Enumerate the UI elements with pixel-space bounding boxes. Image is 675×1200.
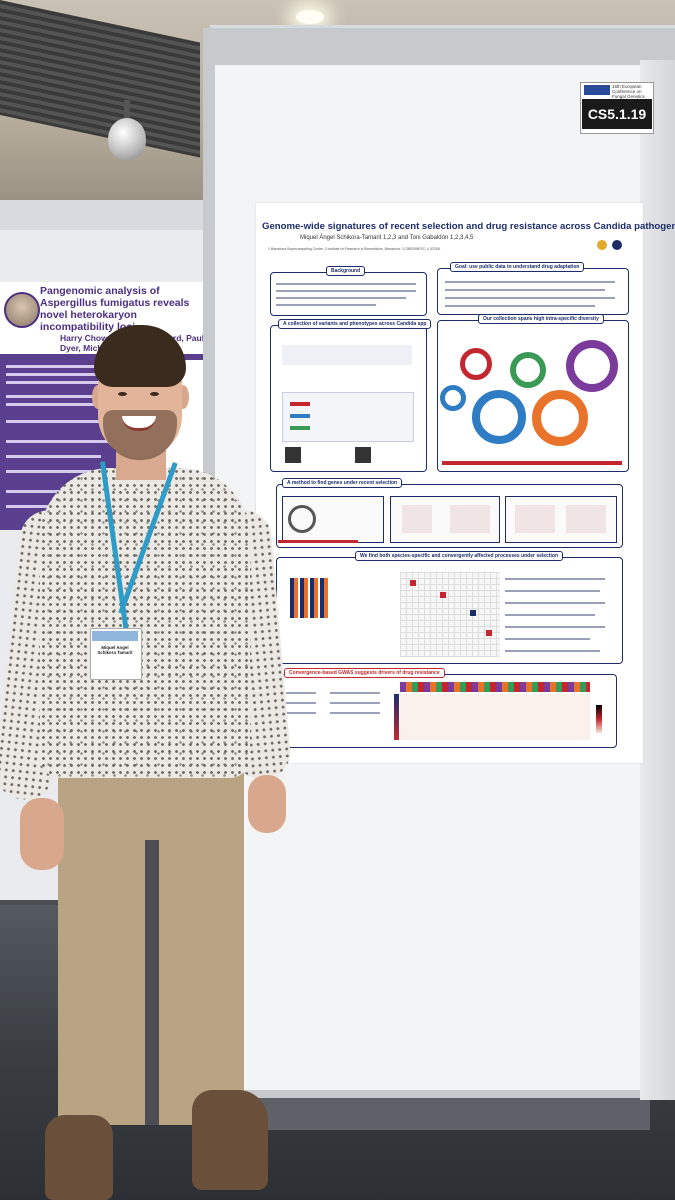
text-line (505, 578, 605, 580)
go-heatmap (400, 572, 500, 657)
left-poster-text-line (6, 440, 126, 443)
left-poster-text-line (6, 455, 101, 458)
diversity-ring (440, 385, 466, 411)
variant-mark (290, 402, 310, 406)
panel-background-label: Background (326, 266, 366, 276)
method-plot (450, 505, 490, 533)
panel-goal (437, 268, 629, 315)
panel-convergent-label: We find both species-specific and conver… (355, 551, 564, 561)
left-poster-avatar (4, 292, 40, 328)
right-eye (150, 392, 159, 396)
gwas-header-strip (400, 682, 590, 692)
left-shoe (45, 1115, 113, 1200)
heatmap-cell (440, 592, 446, 598)
method-legend (278, 540, 358, 543)
text-line (286, 712, 316, 714)
heatmap-cell (486, 630, 492, 636)
conference-logo (584, 85, 610, 95)
left-poster-text-line (6, 470, 124, 473)
right-shoe (192, 1090, 268, 1190)
poster-board-edge (640, 60, 675, 1100)
lamp-stem (124, 100, 130, 120)
orthogroup-matrix (290, 578, 330, 618)
text-line (276, 290, 416, 292)
left-poster-title: Pangenomic analysis of Aspergillus fumig… (40, 285, 190, 333)
institute-logo (612, 240, 622, 250)
name-badge-header (92, 631, 138, 641)
diversity-ring (472, 390, 526, 444)
variant-mark (290, 414, 310, 418)
text-line (276, 297, 406, 299)
text-line (276, 304, 376, 306)
institute-logo (597, 240, 607, 250)
panel-method-label: A method to find genes under recent sele… (282, 478, 403, 488)
diversity-ring (566, 340, 618, 392)
text-line (505, 590, 600, 592)
text-line (505, 650, 600, 652)
qr-code (285, 447, 301, 463)
booth-code: CS5.1.19 (582, 99, 652, 129)
right-hand (248, 775, 286, 833)
text-line (286, 692, 316, 694)
left-poster-text-line (6, 365, 126, 368)
method-plot (515, 505, 555, 533)
left-poster-text-line (6, 373, 116, 376)
text-line (505, 602, 605, 604)
diversity-ring (510, 352, 546, 388)
method-circle (288, 505, 316, 533)
booth-sign-text: 16th European Conference on Fungal Genet… (612, 84, 645, 99)
person-shirt (40, 468, 250, 778)
text-line (445, 289, 605, 291)
text-line (330, 692, 380, 694)
variant-mark (290, 426, 310, 430)
trouser-leg-gap (145, 840, 159, 1125)
poster-authors: Miquel Àngel Schikora-Tamarit 1,2,3 and … (300, 235, 474, 241)
poster-title: Genome-wide signatures of recent selecti… (262, 221, 675, 232)
qr-code (355, 447, 371, 463)
ceiling-lamp (108, 118, 146, 160)
text-line (445, 305, 595, 307)
diversity-ring (460, 348, 492, 380)
text-line (505, 626, 605, 628)
panel-variants-label: A collection of variants and phenotypes … (278, 319, 432, 329)
gwas-heatmap (400, 694, 590, 740)
text-line (276, 283, 416, 285)
poster-affiliation: 1 Barcelona Supercomputing Centre; 2 Ins… (268, 247, 441, 251)
panel-goal-label: Goal: use public data to understand drug… (450, 262, 585, 272)
text-line (445, 297, 615, 299)
text-line (445, 281, 615, 283)
method-plot (402, 505, 432, 533)
pipeline-diagram (282, 345, 412, 365)
left-poster-text-line (6, 395, 106, 398)
left-poster-text-line (6, 420, 111, 423)
panel-background (270, 272, 427, 316)
method-plot (566, 505, 606, 533)
text-line (330, 712, 380, 714)
left-hand (20, 798, 64, 870)
panel-gwas-label: Convergence-based GWAS suggests drivers … (284, 668, 445, 678)
person-smile (122, 416, 156, 431)
text-line (286, 702, 316, 704)
person-hair (94, 325, 186, 387)
left-board-top (0, 200, 210, 230)
diversity-legend (442, 461, 622, 465)
text-line (330, 702, 380, 704)
left-poster-text-line (6, 403, 121, 406)
heatmap-cell (410, 580, 416, 586)
text-line (505, 638, 590, 640)
left-eye (118, 392, 127, 396)
gwas-colorbar (596, 705, 602, 733)
text-line (505, 614, 595, 616)
diversity-ring (532, 390, 588, 446)
name-badge-name: Miquel Angel Schikora Tamarit (97, 645, 133, 655)
heatmap-cell (470, 610, 476, 616)
left-poster-text-line (6, 381, 131, 384)
gwas-sidebar (394, 694, 399, 740)
ceiling-light (296, 10, 324, 24)
panel-diversity-label: Our collection spans high intra-specific… (478, 314, 604, 324)
